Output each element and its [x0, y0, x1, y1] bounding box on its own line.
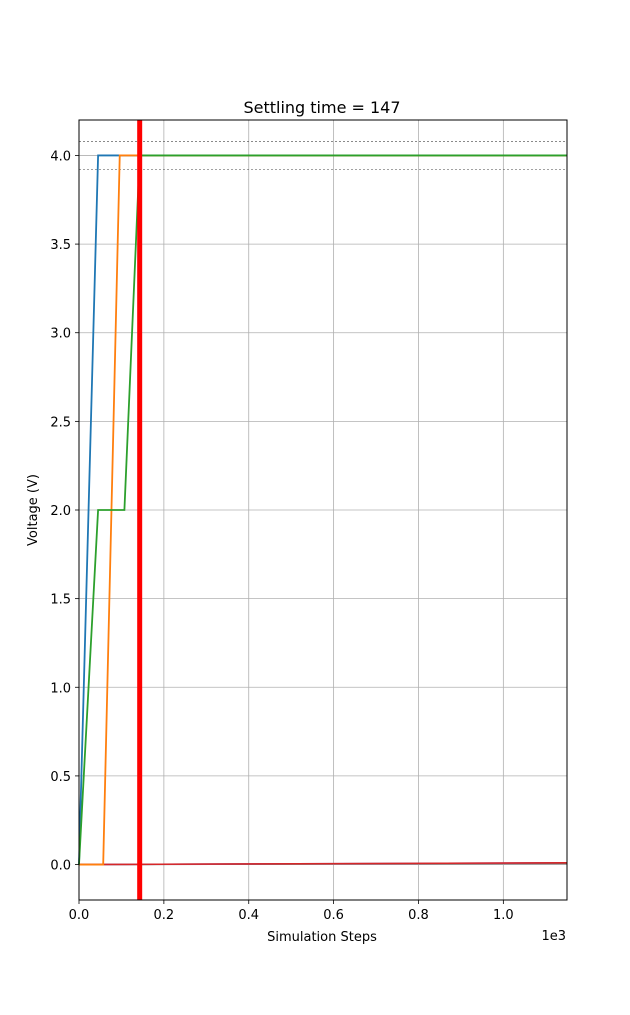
y-tick-label: 4.0 [50, 149, 71, 164]
x-tick-label: 0.2 [154, 908, 175, 923]
x-tick-label: 0.6 [323, 908, 344, 923]
y-tick-label: 1.0 [50, 681, 71, 696]
x-tick-label: 0.8 [408, 908, 429, 923]
y-axis-label: Voltage (V) [26, 474, 41, 546]
y-tick-label: 0.5 [50, 770, 71, 785]
x-tick-label: 1.0 [493, 908, 514, 923]
chart-title: Settling time = 147 [243, 98, 400, 117]
x-axis-offset-label: 1e3 [541, 929, 566, 944]
y-tick-label: 3.5 [50, 238, 71, 253]
y-tick-label: 3.0 [50, 327, 71, 342]
tolerance-band [79, 140, 567, 170]
y-tick-label: 2.0 [50, 504, 71, 519]
grid-layer [78, 120, 567, 900]
y-tick-label: 0.0 [50, 859, 71, 874]
x-axis-label: Simulation Steps [267, 930, 377, 945]
series-line-3 [78, 154, 567, 865]
series-layer [78, 154, 568, 866]
x-tick-label: 0.4 [238, 908, 259, 923]
series-line-4 [78, 862, 568, 866]
y-tick-label: 2.5 [50, 415, 71, 430]
y-tick-label: 1.5 [50, 593, 71, 608]
tick-layer: 0.0 0.2 0.4 0.6 0.8 1.0 0.0 0.5 1.0 1.5 2.0 2.5 3.0 3… [50, 149, 513, 923]
x-tick-label: 0.0 [69, 908, 90, 923]
